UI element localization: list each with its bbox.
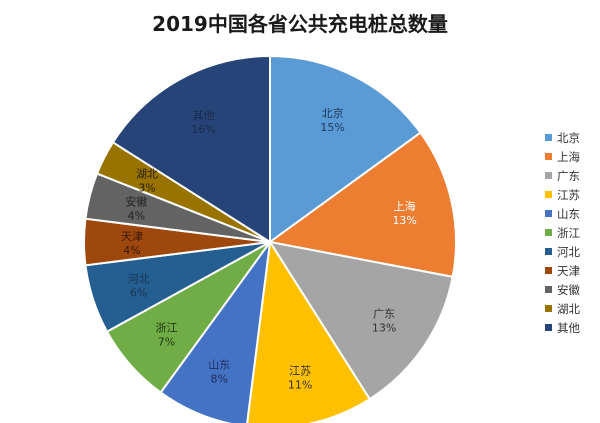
slice-value-label: 8% xyxy=(210,372,227,385)
legend-item: 北京 xyxy=(545,128,600,147)
legend-item: 安徽 xyxy=(545,280,600,299)
slice-value-label: 13% xyxy=(372,322,396,335)
slice-value-label: 15% xyxy=(320,121,344,134)
legend-item: 天津 xyxy=(545,261,600,280)
legend-swatch xyxy=(545,210,552,217)
legend-label: 北京 xyxy=(557,130,580,145)
slice-value-label: 4% xyxy=(128,210,145,223)
legend-label: 江苏 xyxy=(557,187,580,202)
slice-category-label: 江苏 xyxy=(289,365,311,378)
pie-slice-0 xyxy=(269,54,422,244)
pie-slice-3 xyxy=(246,239,372,423)
slice-value-label: 11% xyxy=(288,379,312,392)
slice-value-label: 3% xyxy=(138,181,155,194)
legend-item: 湖北 xyxy=(545,299,600,318)
slice-value-label: 6% xyxy=(130,287,147,300)
legend-label: 广东 xyxy=(557,168,580,183)
slice-category-label: 河北 xyxy=(128,273,150,286)
legend-swatch xyxy=(545,191,552,198)
legend-swatch xyxy=(545,305,552,312)
chart-legend: 北京上海广东江苏山东浙江河北天津安徽湖北其他 xyxy=(545,128,600,337)
legend-swatch xyxy=(545,153,552,160)
slice-value-label: 7% xyxy=(158,335,175,348)
legend-label: 湖北 xyxy=(557,301,580,316)
legend-swatch xyxy=(545,324,552,331)
slice-category-label: 浙江 xyxy=(155,321,177,334)
slice-category-label: 天津 xyxy=(121,230,143,243)
legend-label: 上海 xyxy=(557,149,580,164)
slice-value-label: 4% xyxy=(123,244,140,257)
slice-category-label: 北京 xyxy=(322,106,344,120)
legend-swatch xyxy=(545,134,552,141)
legend-item: 河北 xyxy=(545,242,600,261)
legend-label: 其他 xyxy=(557,320,580,335)
legend-item: 浙江 xyxy=(545,223,600,242)
pie-slice-1 xyxy=(267,131,457,279)
pie-slice-2 xyxy=(267,240,454,401)
slice-category-label: 广东 xyxy=(373,308,395,321)
legend-label: 山东 xyxy=(557,206,580,221)
legend-label: 安徽 xyxy=(557,282,580,297)
slice-category-label: 其他 xyxy=(193,109,215,122)
legend-item: 江苏 xyxy=(545,185,600,204)
legend-label: 河北 xyxy=(557,244,580,259)
legend-item: 山东 xyxy=(545,204,600,223)
legend-swatch xyxy=(545,248,552,255)
chart-title: 2019中国各省公共充电桩总数量 xyxy=(152,12,448,36)
legend-item: 广东 xyxy=(545,166,600,185)
slice-category-label: 山东 xyxy=(208,358,230,371)
legend-swatch xyxy=(545,229,552,236)
legend-swatch xyxy=(545,172,552,179)
legend-swatch xyxy=(545,267,552,274)
legend-swatch xyxy=(545,286,552,293)
pie-slice-10 xyxy=(111,54,271,244)
slice-category-label: 上海 xyxy=(394,199,416,213)
pie-slice-4 xyxy=(159,241,271,423)
legend-item: 上海 xyxy=(545,147,600,166)
slice-category-label: 安徽 xyxy=(125,195,147,209)
slice-value-label: 16% xyxy=(191,123,215,136)
legend-label: 浙江 xyxy=(557,225,580,240)
legend-label: 天津 xyxy=(557,263,580,278)
legend-item: 其他 xyxy=(545,318,600,337)
slice-category-label: 湖北 xyxy=(136,167,158,180)
slice-value-label: 13% xyxy=(392,214,416,227)
